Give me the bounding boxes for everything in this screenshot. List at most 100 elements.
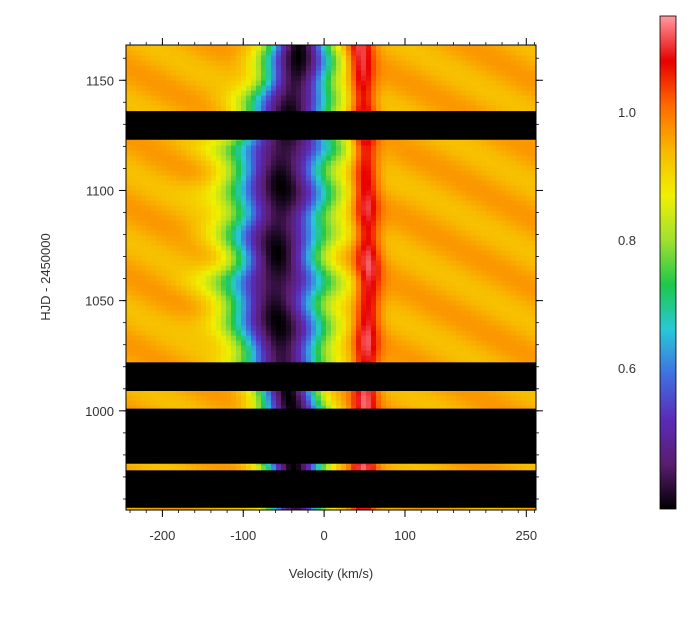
heatmap-cell — [506, 260, 512, 266]
heatmap-cell — [261, 345, 267, 351]
heatmap-cell — [146, 220, 152, 226]
heatmap-cell — [331, 250, 337, 256]
heatmap-cell — [246, 225, 252, 231]
heatmap-cell — [501, 290, 507, 296]
heatmap-cell — [161, 305, 167, 311]
heatmap-cell — [181, 465, 187, 471]
heatmap-cell — [176, 350, 182, 356]
heatmap-cell — [301, 300, 307, 306]
heatmap-cell — [351, 210, 357, 216]
heatmap-cell — [461, 310, 467, 316]
heatmap-cell — [161, 275, 167, 281]
heatmap-cell — [266, 230, 272, 236]
heatmap-cell — [236, 250, 242, 256]
heatmap-cell — [366, 325, 372, 331]
heatmap-cell — [316, 230, 322, 236]
heatmap-cell — [481, 335, 487, 341]
heatmap-cell — [126, 245, 132, 251]
heatmap-cell — [311, 225, 317, 231]
heatmap-cell — [326, 355, 332, 361]
heatmap-cell — [441, 405, 447, 411]
heatmap-cell — [171, 330, 177, 336]
heatmap-cell — [171, 325, 177, 331]
heatmap-cell — [191, 285, 197, 291]
heatmap-cell — [271, 355, 277, 361]
heatmap-cell — [241, 335, 247, 341]
heatmap-cell — [426, 320, 432, 326]
heatmap-cell — [196, 230, 202, 236]
heatmap-cell — [151, 350, 157, 356]
heatmap-cell — [371, 215, 377, 221]
heatmap-cell — [161, 225, 167, 231]
heatmap-cell — [181, 270, 187, 276]
heatmap-cell — [166, 350, 172, 356]
heatmap-cell — [261, 275, 267, 281]
heatmap-cell — [371, 320, 377, 326]
heatmap-cell — [346, 285, 352, 291]
heatmap-cell — [481, 255, 487, 261]
heatmap-cell — [166, 355, 172, 361]
heatmap-cell — [311, 300, 317, 306]
heatmap-cell — [171, 240, 177, 246]
heatmap-cell — [361, 210, 367, 216]
heatmap-cell — [431, 345, 437, 351]
heatmap-cell — [276, 215, 282, 221]
heatmap-cell — [151, 230, 157, 236]
heatmap-cell — [246, 270, 252, 276]
heatmap-cell — [246, 210, 252, 216]
heatmap-cell — [206, 225, 212, 231]
heatmap-cell — [436, 225, 442, 231]
heatmap-cell — [311, 220, 317, 226]
heatmap-cell — [391, 230, 397, 236]
heatmap-cell — [461, 230, 467, 236]
heatmap-cell — [481, 225, 487, 231]
heatmap-cell — [486, 335, 492, 341]
heatmap-cell — [356, 260, 362, 266]
heatmap-cell — [481, 250, 487, 256]
heatmap-cell — [296, 230, 302, 236]
heatmap-cell — [366, 305, 372, 311]
heatmap-cell — [196, 240, 202, 246]
heatmap-cell — [166, 260, 172, 266]
heatmap-cell — [291, 355, 297, 361]
heatmap-cell — [451, 310, 457, 316]
heatmap-cell — [141, 345, 147, 351]
heatmap-cell — [396, 230, 402, 236]
heatmap-cell — [151, 220, 157, 226]
heatmap-cell — [326, 225, 332, 231]
heatmap-cell — [516, 355, 522, 361]
heatmap-cell — [141, 355, 147, 361]
heatmap-cell — [256, 245, 262, 251]
heatmap-cell — [201, 405, 207, 411]
heatmap-cell — [331, 255, 337, 261]
heatmap-cell — [131, 390, 137, 396]
heatmap-cell — [326, 350, 332, 356]
heatmap-cell — [506, 405, 512, 411]
heatmap-cell — [526, 285, 532, 291]
heatmap-cell — [261, 270, 267, 276]
heatmap-cell — [441, 225, 447, 231]
heatmap-cell — [421, 295, 427, 301]
heatmap-cell — [501, 315, 507, 321]
heatmap-cell — [301, 335, 307, 341]
heatmap-cell — [191, 255, 197, 261]
heatmap-cell — [326, 220, 332, 226]
heatmap-cell — [441, 315, 447, 321]
heatmap-cell — [346, 300, 352, 306]
heatmap-cell — [431, 295, 437, 301]
heatmap-cell — [436, 400, 442, 406]
heatmap-cell — [166, 315, 172, 321]
heatmap-cell — [266, 220, 272, 226]
heatmap-cell — [411, 255, 417, 261]
heatmap-cell — [296, 400, 302, 406]
heatmap-cell — [491, 260, 497, 266]
heatmap-cell — [176, 465, 182, 471]
heatmap-cell — [326, 210, 332, 216]
heatmap-cell — [296, 310, 302, 316]
heatmap-cell — [336, 345, 342, 351]
heatmap-cell — [346, 350, 352, 356]
heatmap-cell — [311, 320, 317, 326]
heatmap-cell — [316, 325, 322, 331]
heatmap-cell — [341, 210, 347, 216]
heatmap-cell — [486, 340, 492, 346]
